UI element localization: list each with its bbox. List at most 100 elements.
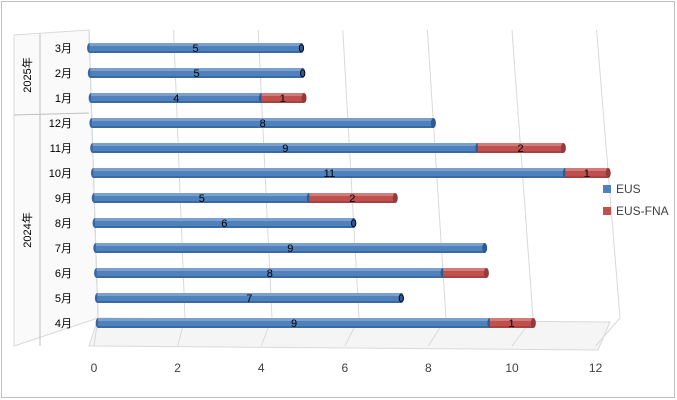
bar-eus-fna-shade [443, 276, 487, 278]
bar-eus-highlight [92, 143, 478, 146]
data-label-eus: 9 [291, 318, 297, 330]
bar-eus-highlight [91, 118, 434, 121]
year-label-2025: 2025年 [20, 57, 34, 92]
bar-eus-body [89, 43, 302, 53]
month-label: 3月 [55, 43, 72, 55]
bar-eus-shade [98, 326, 490, 328]
bar-eus-fna-cap [560, 143, 566, 153]
bar-eus-fna-highlight [309, 193, 396, 196]
bar-eus-fna-shade [489, 326, 534, 328]
data-label-eus-fna: 0 [298, 43, 304, 55]
bar-eus-body [95, 243, 485, 253]
bar-eus-fna [565, 168, 611, 178]
data-label-eus: 8 [260, 118, 266, 130]
bar-eus-fna-shade [477, 151, 564, 153]
data-label-eus: 5 [199, 193, 205, 205]
bar-eus-cap [300, 68, 306, 78]
bar-eus-fna-shade [309, 201, 396, 203]
bar-eus-fna [261, 93, 307, 103]
data-label-eus-fna: 0 [398, 293, 404, 305]
bar-eus-fna [489, 318, 536, 328]
bar-eus-fna [309, 193, 398, 203]
x-tick-label: 10 [505, 361, 519, 375]
bar-eus [91, 118, 436, 128]
bar-eus-fna-body [309, 193, 396, 203]
bar-eus-body [93, 168, 566, 178]
bar-eus-highlight [97, 293, 402, 296]
bar-eus-body [96, 268, 444, 278]
bar-eus-fna-body [477, 143, 564, 153]
data-label-eus: 7 [246, 293, 252, 305]
bar-eus-fna-body [565, 168, 609, 178]
bar-eus-fna-body [489, 318, 534, 328]
x-tick-label: 8 [425, 361, 432, 375]
data-label-eus-fna: 1 [280, 93, 286, 105]
bar-eus-highlight [96, 268, 444, 271]
month-label: 11月 [50, 143, 72, 155]
data-label-eus: 5 [192, 43, 198, 55]
bar-eus-shade [97, 301, 402, 303]
bar-eus-body [92, 143, 478, 153]
bar-eus-highlight [95, 243, 485, 246]
month-label: 6月 [55, 268, 72, 280]
bar-eus-body [91, 93, 262, 103]
legend-item-eus-fna: EUS-FNA [603, 200, 669, 222]
bar-eus-body [94, 193, 310, 203]
x-tick-label: 2 [174, 361, 181, 375]
legend: EUS EUS-FNA [603, 178, 669, 222]
legend-label-eus: EUS [616, 182, 641, 196]
legend-label-eus-fna: EUS-FNA [616, 204, 669, 218]
bar-eus [95, 218, 357, 228]
bar-eus-fna-highlight [443, 268, 487, 271]
x-tick-label: 0 [91, 361, 98, 375]
bar-eus [90, 68, 306, 78]
bar-eus-fna [477, 143, 566, 153]
bar-eus-shade [90, 76, 303, 78]
month-label: 5月 [55, 293, 72, 305]
bar-eus-fna-cap [530, 318, 536, 328]
data-label-eus-fna: 1 [509, 318, 515, 330]
month-label: 12月 [49, 118, 72, 130]
bar-eus-highlight [93, 168, 566, 171]
month-label: 10月 [49, 168, 72, 180]
bar-eus-highlight [95, 218, 354, 221]
bar-eus-shade [96, 276, 444, 278]
bar-eus-shade [91, 101, 262, 103]
bar-eus-highlight [98, 318, 490, 321]
data-label-eus: 9 [282, 143, 288, 155]
data-label-eus-fna: 1 [584, 168, 590, 180]
bar-eus-cap [351, 218, 357, 228]
month-label: 9月 [55, 193, 72, 205]
data-label-eus: 8 [267, 268, 273, 280]
bar-eus [95, 243, 488, 253]
legend-swatch-eus-fna [603, 207, 611, 215]
data-label-eus-fna: 2 [518, 143, 524, 155]
bar-eus-fna-highlight [261, 93, 305, 96]
bar-eus-cap [298, 43, 304, 53]
bar-eus [89, 43, 304, 53]
data-label-eus: 5 [193, 68, 199, 80]
bars [87, 43, 611, 328]
legend-swatch-eus [603, 185, 611, 193]
data-label-eus-fna: 2 [349, 193, 355, 205]
month-label: 8月 [55, 218, 72, 230]
bar-eus-cap [430, 118, 436, 128]
month-label: 2月 [55, 68, 72, 80]
bar-eus-shade [91, 126, 434, 128]
bar-eus-fna-body [261, 93, 305, 103]
data-label-eus: 11 [324, 168, 335, 180]
bar-eus-cap [398, 293, 404, 303]
bar-eus-cap [482, 243, 488, 253]
data-label-eus: 9 [287, 243, 293, 255]
bar-eus-shade [95, 226, 354, 228]
month-label: 1月 [55, 93, 72, 105]
legend-item-eus: EUS [603, 178, 669, 200]
bar-eus-shade [89, 51, 302, 53]
bar-eus-fna [443, 268, 489, 278]
bar-eus-fna-shade [261, 101, 305, 103]
bar-eus-body [91, 118, 434, 128]
bar-eus-fna-cap [483, 268, 489, 278]
data-label-eus: 4 [173, 93, 179, 105]
bar-eus-body [98, 318, 490, 328]
